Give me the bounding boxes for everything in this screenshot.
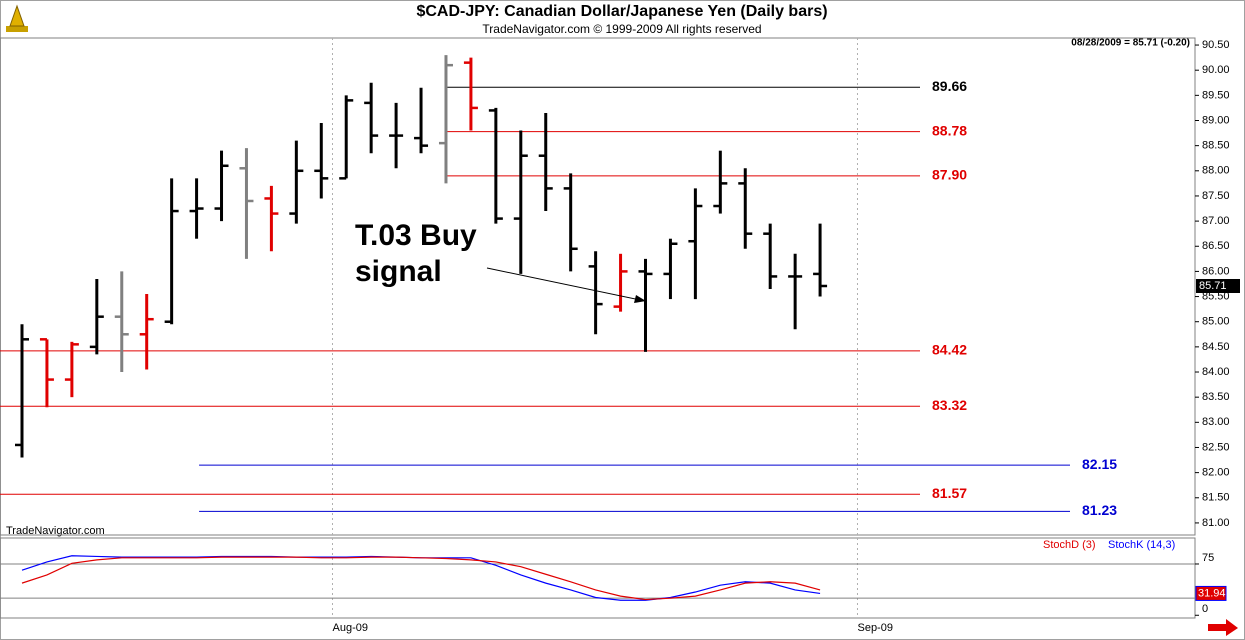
level-label: 87.90	[932, 167, 967, 183]
ohlc-bar	[663, 238, 678, 300]
y-tick-label: 82.00	[1202, 467, 1230, 479]
level-label: 88.78	[932, 122, 967, 138]
ohlc-bar	[538, 112, 553, 212]
y-tick-label: 81.50	[1202, 492, 1230, 504]
y-tick-label: 81.00	[1202, 517, 1230, 529]
ohlc-bar	[164, 178, 179, 325]
ohlc-bar	[688, 188, 703, 300]
ohlc-bar	[738, 168, 753, 249]
level-label: 89.66	[932, 78, 967, 94]
ohlc-bar	[488, 107, 503, 224]
ohlc-bar	[39, 338, 54, 408]
legend-entry: StochK (14,3)	[1108, 539, 1175, 551]
ohlc-bar	[563, 173, 578, 272]
y-tick-label: 75	[1202, 552, 1214, 564]
y-tick-label: 83.00	[1202, 416, 1230, 428]
ohlc-bar	[314, 123, 329, 199]
annotation: signal	[355, 255, 442, 288]
ohlc-bar	[364, 82, 379, 154]
scroll-arrow[interactable]	[1208, 619, 1238, 636]
y-tick-label: 87.50	[1202, 190, 1230, 202]
x-tick-label: Aug-09	[333, 622, 368, 634]
ohlc-bar	[289, 140, 304, 224]
last-price-label: 85.71	[1199, 280, 1227, 292]
ohlc-bar	[189, 178, 204, 239]
ohlc-bar	[389, 102, 404, 169]
ohlc-bar	[89, 278, 104, 355]
ohlc-bar	[513, 130, 528, 274]
level-label: 83.32	[932, 397, 967, 413]
level-label: 81.23	[1082, 502, 1117, 518]
y-tick-label: 90.00	[1202, 64, 1230, 76]
y-tick-label: 86.00	[1202, 265, 1230, 277]
y-tick-label: 85.00	[1202, 316, 1230, 328]
ohlc-bar	[788, 253, 803, 330]
x-tick-label: Sep-09	[857, 622, 892, 634]
level-label: 82.15	[1082, 456, 1117, 472]
legend-entry: StochD (3)	[1043, 539, 1096, 551]
last-price-header: 08/28/2009 = 85.71 (-0.20)	[1071, 38, 1190, 49]
y-tick-label: 89.00	[1202, 114, 1230, 126]
level-label: 81.57	[932, 485, 967, 501]
stoch-panel	[0, 537, 1196, 619]
ohlc-bar	[64, 341, 79, 398]
y-tick-label: 83.50	[1202, 391, 1230, 403]
ohlc-bar	[139, 294, 154, 370]
y-tick-label: 82.50	[1202, 441, 1230, 453]
ohlc-bar	[763, 223, 778, 290]
y-tick-label: 84.00	[1202, 366, 1230, 378]
last-value-label: 31.94	[1198, 587, 1226, 599]
ohlc-bar	[264, 185, 279, 252]
logo	[6, 4, 28, 32]
y-tick-label: 90.50	[1202, 39, 1230, 51]
y-tick-label: 89.50	[1202, 89, 1230, 101]
ohlc-bar	[463, 57, 478, 131]
last-value-tag	[1195, 585, 1227, 601]
ohlc-bar	[239, 148, 254, 259]
ohlc-bar	[613, 253, 628, 312]
chart-title: $CAD-JPY: Canadian Dollar/Japanese Yen (…	[416, 3, 827, 20]
ohlc-bar	[339, 95, 354, 180]
annotation-arrow	[486, 267, 641, 301]
ohlc-bar	[438, 55, 453, 184]
annotation-arrowhead	[634, 295, 646, 303]
y-tick-label: 88.00	[1202, 165, 1230, 177]
ohlc-bar	[588, 251, 603, 335]
last-price-tag	[1196, 278, 1240, 293]
watermark: TradeNavigator.com	[6, 525, 105, 537]
ohlc-bar	[414, 87, 429, 154]
ohlc-bar	[214, 150, 229, 222]
y-tick-label: 87.00	[1202, 215, 1230, 227]
ohlc-bar	[638, 258, 653, 352]
ohlc-bar	[713, 150, 728, 214]
ohlc-bar	[114, 271, 129, 373]
ohlc-bar	[15, 324, 29, 458]
chart-subtitle: TradeNavigator.com © 1999-2009 All right…	[482, 22, 761, 36]
y-tick-label: 84.50	[1202, 341, 1230, 353]
y-tick-label: 85.50	[1202, 290, 1230, 302]
level-label: 84.42	[932, 342, 967, 358]
price-panel	[0, 37, 1196, 536]
y-tick-label: 86.50	[1202, 240, 1230, 252]
stoch-line	[21, 556, 821, 601]
annotation: T.03 Buy	[355, 219, 477, 252]
ohlc-bar	[813, 223, 828, 297]
y-tick-label: 88.50	[1202, 140, 1230, 152]
y-tick-label: 0	[1202, 603, 1208, 615]
